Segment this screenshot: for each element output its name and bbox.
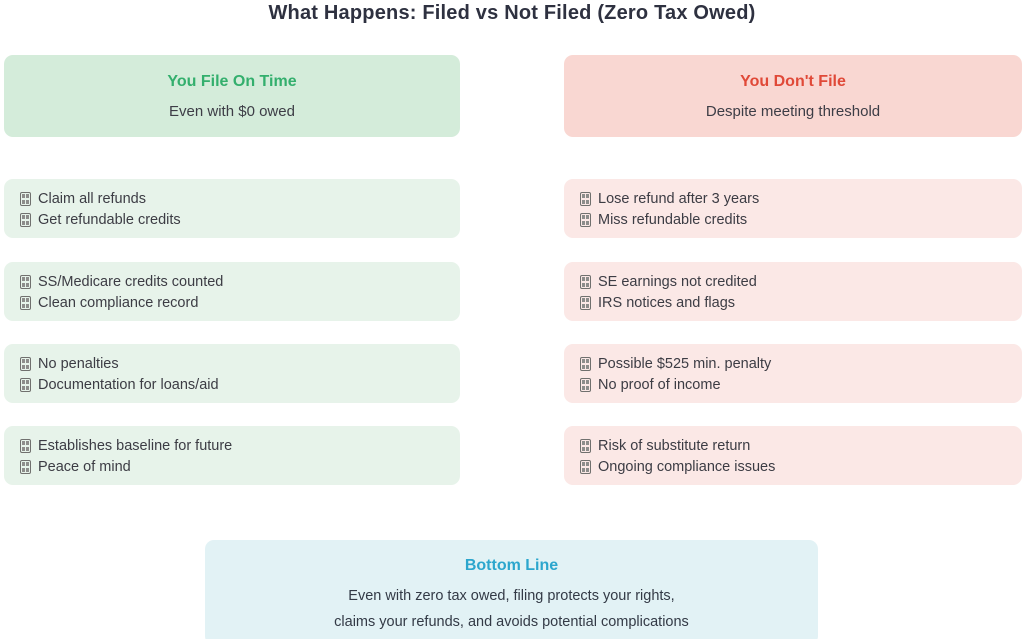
list-item: Risk of substitute return <box>580 435 1006 456</box>
bottom-line-title: Bottom Line <box>464 557 559 574</box>
nofile-risk-card-refunds: Lose refund after 3 years Miss refundabl… <box>564 179 1022 238</box>
list-item-label: Miss refundable credits <box>598 211 748 228</box>
list-item: No proof of income <box>580 374 1006 395</box>
list-item: Documentation for loans/aid <box>20 374 444 395</box>
missing-emoji-icon <box>580 274 591 289</box>
missing-emoji-icon <box>580 295 591 310</box>
nofile-column-header-card: You Don't File Despite meeting threshold <box>564 55 1022 137</box>
list-item-label: Documentation for loans/aid <box>38 376 219 393</box>
missing-emoji-icon <box>20 295 31 310</box>
list-item-label: SS/Medicare credits counted <box>38 273 224 290</box>
bottom-line-text-2: claims your refunds, and avoids potentia… <box>334 614 689 630</box>
missing-emoji-icon <box>580 356 591 371</box>
missing-emoji-icon <box>20 356 31 371</box>
list-item-label: Risk of substitute return <box>598 437 751 454</box>
nofile-column-title: You Don't File <box>740 73 846 90</box>
list-item-label: Peace of mind <box>38 458 131 475</box>
list-item: SS/Medicare credits counted <box>20 271 444 292</box>
list-item-label: Get refundable credits <box>38 211 181 228</box>
list-item: Lose refund after 3 years <box>580 188 1006 209</box>
file-column-title: You File On Time <box>167 73 297 90</box>
list-item: IRS notices and flags <box>580 292 1006 313</box>
nofile-risk-card-credits: SE earnings not credited IRS notices and… <box>564 262 1022 321</box>
list-item-label: Lose refund after 3 years <box>598 190 760 207</box>
nofile-column-subtitle: Despite meeting threshold <box>705 103 881 120</box>
missing-emoji-icon <box>20 438 31 453</box>
list-item-label: SE earnings not credited <box>598 273 757 290</box>
file-benefit-card-penalties: No penalties Documentation for loans/aid <box>4 344 460 403</box>
list-item: Ongoing compliance issues <box>580 456 1006 477</box>
nofile-risk-card-substitute: Risk of substitute return Ongoing compli… <box>564 426 1022 485</box>
list-item: Get refundable credits <box>20 209 444 230</box>
missing-emoji-icon <box>580 212 591 227</box>
nofile-risk-card-penalty: Possible $525 min. penalty No proof of i… <box>564 344 1022 403</box>
list-item-label: IRS notices and flags <box>598 294 736 311</box>
missing-emoji-icon <box>20 459 31 474</box>
list-item: Clean compliance record <box>20 292 444 313</box>
missing-emoji-icon <box>580 438 591 453</box>
list-item: Claim all refunds <box>20 188 444 209</box>
file-benefit-card-credits: SS/Medicare credits counted Clean compli… <box>4 262 460 321</box>
missing-emoji-icon <box>20 377 31 392</box>
file-benefit-card-baseline: Establishes baseline for future Peace of… <box>4 426 460 485</box>
list-item-label: Ongoing compliance issues <box>598 458 776 475</box>
list-item: Miss refundable credits <box>580 209 1006 230</box>
list-item-label: Clean compliance record <box>38 294 199 311</box>
list-item-label: Claim all refunds <box>38 190 146 207</box>
list-item: No penalties <box>20 353 444 374</box>
list-item: Establishes baseline for future <box>20 435 444 456</box>
list-item: Possible $525 min. penalty <box>580 353 1006 374</box>
missing-emoji-icon <box>580 377 591 392</box>
page-title: What Happens: Filed vs Not Filed (Zero T… <box>268 2 756 24</box>
list-item-label: No proof of income <box>598 376 721 393</box>
missing-emoji-icon <box>20 191 31 206</box>
list-item-label: No penalties <box>38 355 119 372</box>
list-item: SE earnings not credited <box>580 271 1006 292</box>
missing-emoji-icon <box>20 212 31 227</box>
missing-emoji-icon <box>580 191 591 206</box>
bottom-line-card: Bottom Line Even with zero tax owed, fil… <box>205 540 818 639</box>
missing-emoji-icon <box>20 274 31 289</box>
file-benefit-card-refunds: Claim all refunds Get refundable credits <box>4 179 460 238</box>
file-column-subtitle: Even with $0 owed <box>169 103 295 120</box>
list-item-label: Establishes baseline for future <box>38 437 233 454</box>
list-item-label: Possible $525 min. penalty <box>598 355 772 372</box>
missing-emoji-icon <box>580 459 591 474</box>
file-column-header-card: You File On Time Even with $0 owed <box>4 55 460 137</box>
list-item: Peace of mind <box>20 456 444 477</box>
bottom-line-text-1: Even with zero tax owed, filing protects… <box>348 588 675 604</box>
